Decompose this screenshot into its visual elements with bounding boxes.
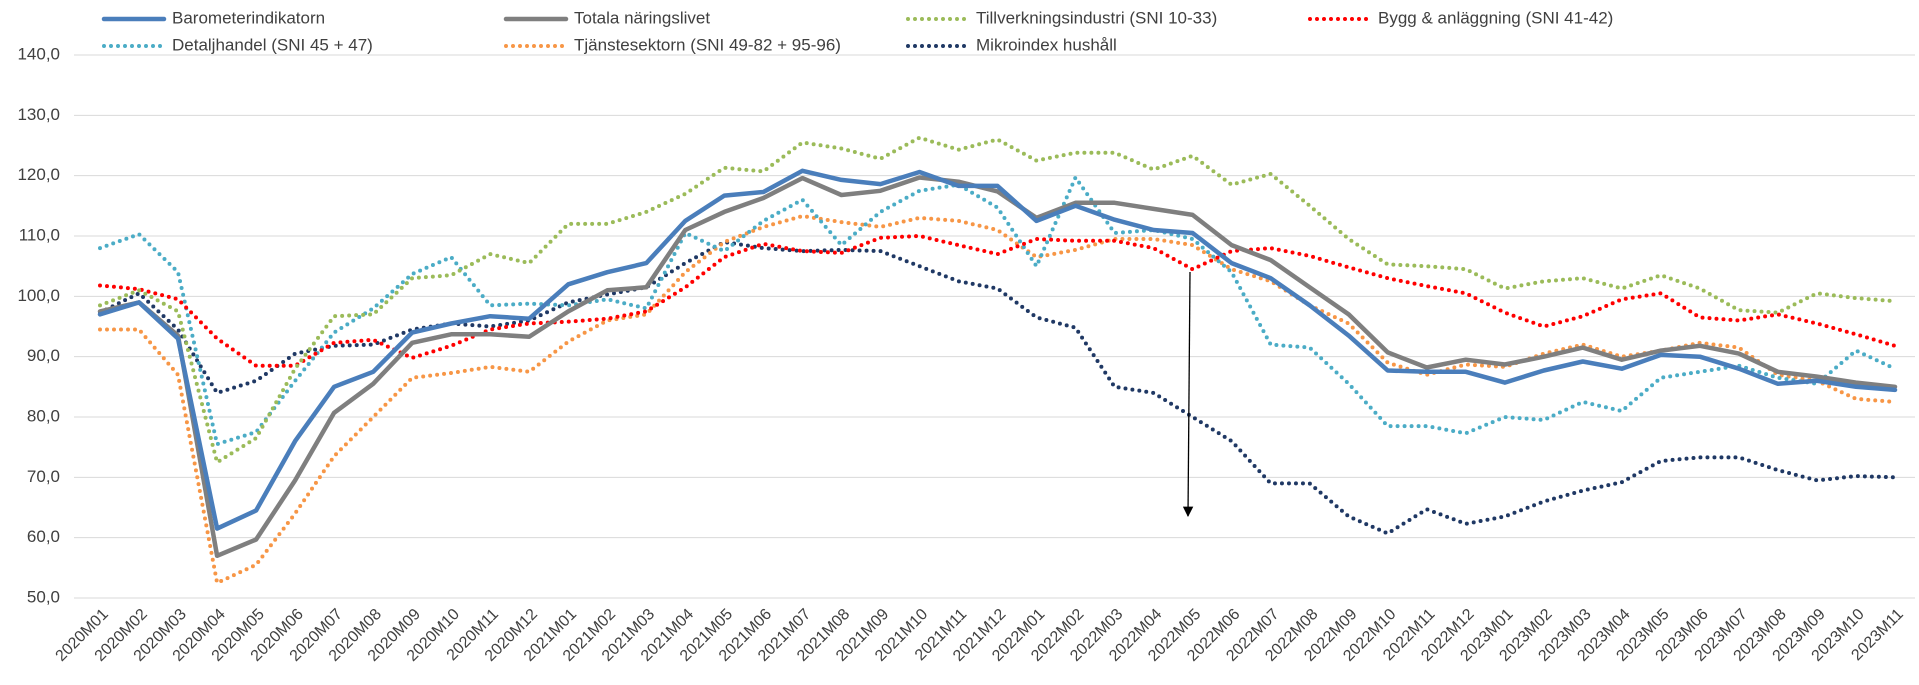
legend: Barometerindikatorn Totala näringslivet Ti… xyxy=(101,8,1613,54)
legend-label: Bygg & anläggning (SNI 41-42) xyxy=(1378,8,1613,27)
legend-label: Detaljhandel (SNI 45 + 47) xyxy=(172,35,373,54)
series-line xyxy=(98,175,1897,447)
series-line xyxy=(97,168,1898,531)
legend-label: Tjänstesektorn (SNI 49-82 + 95-96) xyxy=(574,35,841,54)
y-tick-label: 90,0 xyxy=(27,346,60,365)
legend-label: Tillverkningsindustri (SNI 10-33) xyxy=(976,8,1217,27)
y-tick-label: 110,0 xyxy=(19,225,60,244)
legend-label: Mikroindex hushåll xyxy=(976,35,1117,54)
series-line xyxy=(97,175,1898,559)
annotation-arrow xyxy=(1182,271,1194,518)
series-line xyxy=(98,234,1897,368)
y-tick-label: 80,0 xyxy=(27,406,60,425)
legend-label: Totala näringslivet xyxy=(574,8,710,27)
plot-area: 50,0 60,0 70,0 80,0 90,0 100,0 110,0 120,0 130,0… xyxy=(17,44,1915,665)
legend-label: Barometerindikatorn xyxy=(172,8,325,27)
series-line xyxy=(98,214,1897,585)
series-line xyxy=(98,135,1897,465)
series-line xyxy=(98,240,1897,536)
y-tick-label: 70,0 xyxy=(27,467,60,486)
y-tick-label: 100,0 xyxy=(17,286,60,305)
y-tick-label: 140,0 xyxy=(17,44,60,63)
y-tick-label: 130,0 xyxy=(17,105,60,124)
y-tick-label: 120,0 xyxy=(17,165,60,184)
y-tick-label: 50,0 xyxy=(27,587,60,606)
y-tick-label: 60,0 xyxy=(27,527,60,546)
